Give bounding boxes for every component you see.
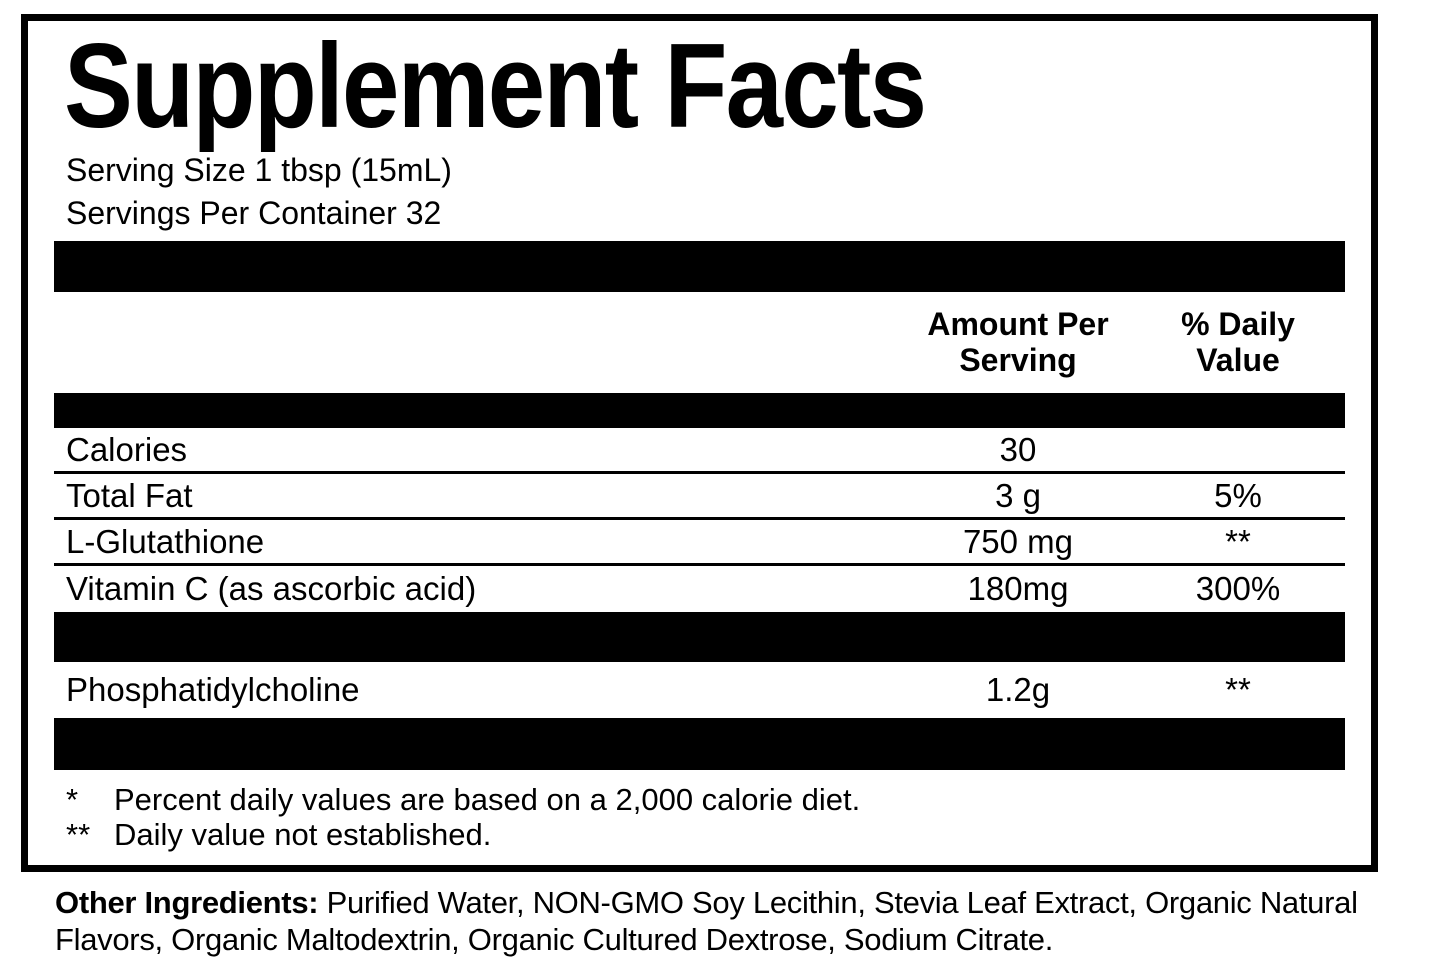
- nutrient-row-vitamin-c: Vitamin C (as ascorbic acid) 180mg 300%: [54, 566, 1345, 612]
- nutrient-daily-value: 5%: [1214, 476, 1262, 514]
- footnote-daily-values: * Percent daily values are based on a 2,…: [66, 782, 1345, 817]
- nutrient-row-l-glutathione: L-Glutathione 750 mg **: [54, 520, 1345, 567]
- serving-size-line: Serving Size 1 tbsp (15mL): [66, 152, 452, 189]
- nutrient-row-total-fat: Total Fat 3 g 5%: [54, 474, 1345, 521]
- nutrient-name: Total Fat: [66, 476, 193, 514]
- label-title: Supplement Facts: [64, 19, 927, 153]
- nutrient-amount: 3 g: [995, 476, 1041, 514]
- nutrient-amount: 750 mg: [962, 522, 1074, 560]
- other-ingredients-label: Other Ingredients:: [55, 885, 319, 920]
- supplement-facts-panel: Supplement Facts Serving Size 1 tbsp (15…: [21, 14, 1378, 872]
- nutrient-amount: 1.2g: [985, 671, 1051, 709]
- nutrient-amount: 30: [999, 430, 1037, 468]
- footnote-text: Percent daily values are based on a 2,00…: [114, 782, 861, 818]
- footnote-text: Daily value not established.: [114, 817, 492, 853]
- servings-per-container-line: Servings Per Container 32: [66, 195, 442, 232]
- footnote-not-established: ** Daily value not established.: [66, 817, 1345, 852]
- other-ingredients-text: Purified Water, NON-GMO Soy Lecithin, St…: [55, 885, 1358, 957]
- amount-per-serving-header: Amount Per Serving: [905, 306, 1131, 378]
- column-header-row: Amount Per Serving % Daily Value: [54, 292, 1345, 393]
- nutrient-name: Vitamin C (as ascorbic acid): [66, 570, 477, 608]
- nutrient-daily-value: **: [1225, 671, 1251, 709]
- nutrient-amount: 180mg: [967, 570, 1069, 608]
- separator-bar-middle: [54, 612, 1345, 663]
- daily-value-header: % Daily Value: [1131, 306, 1345, 378]
- dv-header-line2: Value: [1196, 342, 1280, 379]
- separator-bar-top: [54, 241, 1345, 293]
- dv-header-line1: % Daily: [1181, 306, 1295, 343]
- other-ingredients-paragraph: Other Ingredients: Purified Water, NON-G…: [55, 884, 1400, 958]
- footnote-marker: *: [66, 782, 79, 818]
- nutrient-row-calories: Calories 30: [54, 428, 1345, 475]
- nutrient-daily-value: **: [1225, 522, 1251, 560]
- nutrient-row-phosphatidylcholine: Phosphatidylcholine 1.2g **: [54, 662, 1345, 718]
- footnote-marker: **: [66, 817, 91, 853]
- nutrient-name: L-Glutathione: [66, 522, 265, 560]
- separator-bar-bottom: [54, 718, 1345, 771]
- amount-header-line1: Amount Per: [927, 306, 1109, 343]
- nutrient-daily-value: 300%: [1195, 570, 1281, 608]
- nutrient-name: Calories: [66, 430, 188, 468]
- amount-header-line2: Serving: [959, 342, 1077, 379]
- footnotes-block: * Percent daily values are based on a 2,…: [66, 782, 1345, 852]
- separator-bar-header: [54, 393, 1345, 429]
- nutrient-name: Phosphatidylcholine: [66, 671, 360, 709]
